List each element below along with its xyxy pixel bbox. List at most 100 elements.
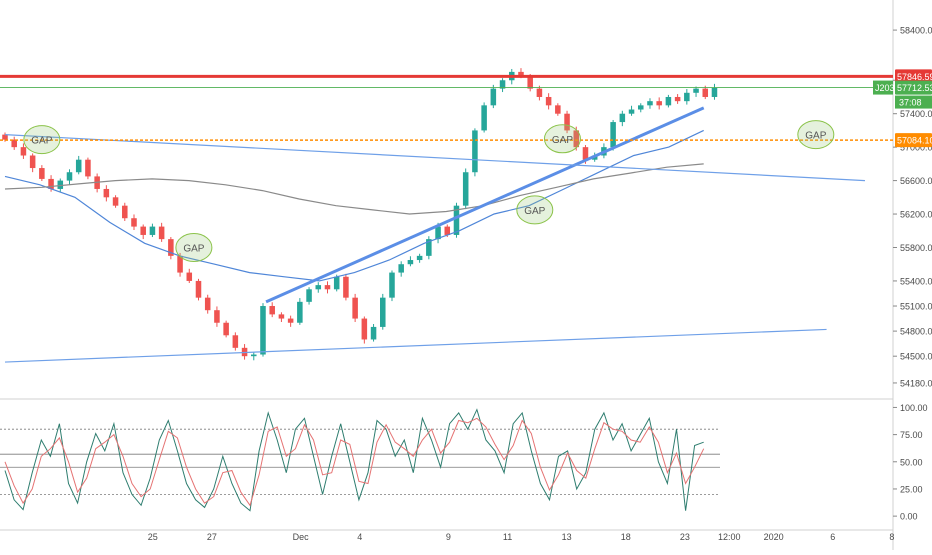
time-tick-label: 12:00 [718,532,741,542]
candle-body [693,88,699,93]
gap-highlight-4 [797,120,835,150]
time-tick-label: 13 [562,532,572,542]
oscillator-pane [0,408,720,512]
gap-label-4: GAP [805,131,826,142]
candle-body [177,255,183,273]
candle-body [499,80,506,89]
support-label: 57084.10 [897,136,932,146]
candle-body [214,310,220,323]
candle-body [333,276,340,290]
candle-body [610,122,616,148]
candle-body [112,197,119,206]
symbol-badge [873,80,893,95]
price-tick-label: 58400.00 [900,26,932,36]
candle-body [11,139,17,148]
candle-body [582,147,589,160]
candle-body [555,105,561,114]
price-tick-label: 54800.00 [900,327,932,337]
candle-body [20,147,27,156]
countdown-badge [895,95,932,109]
time-tick-label: 11 [503,532,512,542]
candle-body [628,109,635,114]
candle-body [370,326,377,340]
candle-body [352,297,358,319]
trendline-1 [4,134,865,182]
time-tick-label: 4 [357,532,362,542]
price-tick-label: 55400.00 [900,276,932,286]
candle-body [490,88,497,106]
candle-body [2,134,8,140]
candle-body [361,318,368,340]
oscillator-line-1 [4,417,705,507]
candle-body [278,314,285,319]
candle-body [674,96,681,102]
time-tick-label: 2020 [764,532,784,542]
candle-body [149,226,156,235]
candle-body [66,172,73,181]
candle-body [29,155,36,169]
price-axis: 54180.00 54500.00 54800.00 55100.00 55400.00… [873,26,932,388]
candle-body [389,272,395,298]
candle-body [637,105,644,110]
last-price-badge [895,80,932,95]
candle-body [57,180,64,189]
time-tick-label: 27 [207,532,217,542]
candle-body [232,335,239,348]
resistance-label: 57846.59 [897,72,932,82]
candle-body [306,289,312,302]
price-tick-label: 55800.00 [900,243,932,253]
candle-body [315,285,322,290]
gap-label-2: GAP [524,206,545,217]
price-tick-label: 56200.00 [900,210,932,220]
candle-body [269,306,275,315]
oscillator-tick-label: 25.00 [900,484,923,494]
candle-body [223,322,229,336]
time-axis: 25 27 Dec 4 9 11 13 18 23 12:00 2020 6 8 [0,529,894,542]
candle-body [472,130,478,173]
candle-body [39,168,45,179]
support-badge [895,133,932,148]
candle-body [527,76,533,89]
candle-body [665,96,672,106]
time-tick-label: 6 [830,532,835,542]
time-tick-label: Dec [293,532,310,542]
candle-body [380,297,386,327]
gap-highlight-1 [175,232,213,262]
price-pane: GAP GAP GAP GAP GAP [0,0,894,550]
candle-body [564,113,570,131]
price-tick-label: 56600.00 [900,176,932,186]
last-price-label: 57712.53 [897,83,932,93]
candle-body [204,297,211,311]
gap-label-3: GAP [552,135,573,146]
candle-body [140,226,146,235]
oscillator-line-0 [4,408,704,512]
gap-highlight-0 [23,125,61,155]
oscillator-axis: 0.00 25.00 50.00 75.00 100.00 [893,403,928,522]
countdown-label: 37:08 [899,98,922,108]
candle-body [186,272,193,281]
candle-body [297,301,303,323]
trendline-2 [4,328,827,363]
candle-body [545,96,552,106]
time-tick-label: 8 [889,532,894,542]
candle-body [481,105,487,131]
oscillator-tick-label: 75.00 [900,430,923,440]
time-tick-label: 23 [680,532,690,542]
candle-body [398,264,404,273]
symbol-label: J203 [875,83,895,93]
candle-body [251,354,257,357]
candle-body [426,239,432,256]
candle-body [103,188,110,198]
candle-body [168,239,174,256]
candle-body [122,205,128,219]
oscillator-tick-label: 100.00 [900,403,928,413]
price-tick-label: 57000.00 [900,143,932,153]
candle-body [287,318,294,323]
gap-label-0: GAP [31,136,52,147]
candle-body [260,306,266,355]
oscillator-tick-label: 50.00 [900,457,923,467]
candle-body [158,226,165,240]
candle-body [453,205,460,235]
